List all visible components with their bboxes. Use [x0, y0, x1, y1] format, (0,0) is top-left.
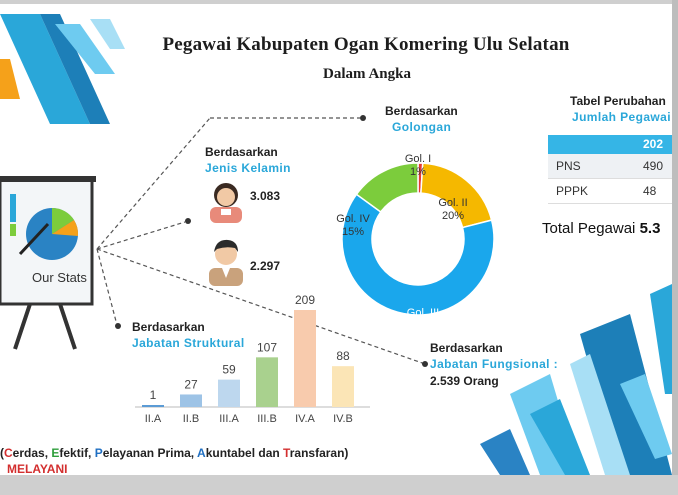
donut-category-label: Gol. II: [438, 197, 467, 209]
table-row-label: PPPK: [556, 184, 589, 198]
window-edge-right: [672, 0, 678, 495]
stats-board-illustration: Our Stats: [0, 176, 96, 350]
struktural-subheading: Jabatan Struktural: [132, 336, 245, 350]
bar: [294, 310, 316, 407]
bar-category-label: III.B: [257, 413, 277, 425]
male-count: 2.297: [250, 259, 281, 273]
total-value: 5.3: [639, 220, 661, 237]
struktural-bar-chart: 1 II.A 27 II.B 59 III.A 107 III.B 209 IV.A 88 IV.B: [135, 293, 370, 425]
slide: Pegawai Kabupaten Ogan Komering Ulu Sela…: [0, 4, 672, 475]
donut-value-label: 1%: [410, 166, 426, 178]
struktural-heading: Berdasarkan: [132, 320, 205, 334]
table-header-year: 202: [548, 135, 672, 154]
change-table: 202 PNS 490 PPPK 48: [548, 135, 672, 204]
table-row: PPPK 48: [548, 179, 672, 204]
bar: [332, 366, 354, 407]
donut-category-label: Gol. I: [405, 154, 431, 165]
window-edge-bottom: [0, 475, 678, 495]
bar-value-label: 59: [222, 363, 236, 377]
golongan-subheading: Golongan: [392, 120, 452, 134]
gender-subheading: Jenis Kelamin: [205, 161, 291, 175]
footer-motto: (Cerdas, Efektif, Pelayanan Prima, Akunt…: [0, 446, 349, 460]
table-title: Tabel Perubahan: [570, 94, 666, 108]
table-row-label: PNS: [556, 159, 581, 173]
total-employees: Total Pegawai 5.3: [542, 220, 660, 237]
table-row-value: 48: [643, 184, 657, 198]
bar-category-label: IV.B: [333, 413, 353, 425]
bar: [180, 394, 202, 407]
footer-tagline: MELAYANI: [7, 462, 68, 475]
fungsional-heading: Berdasarkan: [430, 341, 503, 355]
bar-category-label: II.B: [183, 413, 200, 425]
table-subtitle: Jumlah Pegawai: [572, 110, 671, 124]
female-icon: [210, 183, 242, 223]
donut-value-label: 20%: [442, 210, 464, 222]
bar-value-label: 209: [295, 293, 315, 307]
gender-heading: Berdasarkan: [205, 145, 278, 159]
donut-category-label: Gol. III: [407, 307, 439, 319]
male-icon: [209, 239, 243, 286]
bar-value-label: 88: [336, 349, 350, 363]
bar-value-label: 1: [150, 388, 157, 402]
donut-category-label: Gol. IV: [336, 213, 370, 225]
donut-slice: [341, 193, 495, 316]
bar: [218, 379, 240, 407]
bar: [256, 357, 278, 407]
total-label: Total Pegawai: [542, 220, 636, 237]
fungsional-subheading: Jabatan Fungsional :: [430, 357, 559, 371]
female-count: 3.083: [250, 189, 281, 203]
table-row: PNS 490: [548, 154, 672, 179]
fungsional-value: 2.539 Orang: [430, 374, 499, 388]
bar-category-label: IV.A: [295, 413, 315, 425]
bar-value-label: 107: [257, 340, 277, 354]
table-row-value: 490: [643, 159, 664, 173]
donut-slice: [355, 162, 419, 214]
stats-board-text: Our Stats: [32, 270, 87, 285]
bar-category-label: III.A: [219, 413, 239, 425]
connector-lines: [96, 115, 428, 367]
golongan-heading: Berdasarkan: [385, 104, 458, 118]
page-subtitle: Dalam Angka: [323, 66, 411, 82]
bar-value-label: 27: [184, 377, 198, 391]
page-title: Pegawai Kabupaten Ogan Komering Ulu Sela…: [162, 34, 570, 55]
donut-value-label: 15%: [342, 226, 364, 238]
decor-bars-bottom-right: [480, 284, 672, 475]
donut-value-label: 64 %: [410, 320, 435, 324]
bar-category-label: II.A: [145, 413, 162, 425]
decor-stripes-top-left: [0, 14, 125, 124]
bar: [142, 405, 164, 407]
